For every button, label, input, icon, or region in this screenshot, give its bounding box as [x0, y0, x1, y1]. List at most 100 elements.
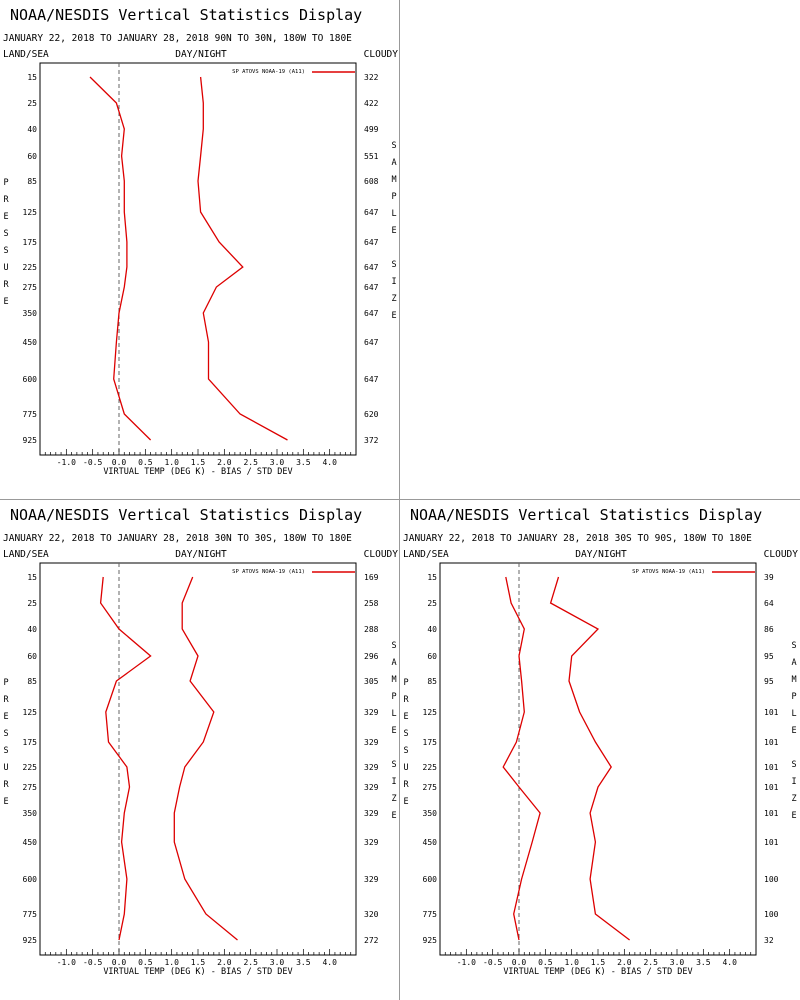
x-tick-label: 4.0 — [322, 958, 337, 967]
x-tick-label: -1.0 — [457, 958, 476, 967]
pressure-level-label: 775 — [23, 410, 38, 419]
land-sea-label: LAND/SEA — [403, 549, 449, 560]
pressure-axis-letter: S — [3, 246, 8, 256]
pressure-level-label: 775 — [423, 910, 438, 919]
x-tick-label: -0.5 — [483, 958, 502, 967]
sample-size-axis-letter: S — [791, 641, 796, 651]
sample-size-axis-letter: M — [391, 175, 396, 185]
sample-size-label: 39 — [764, 573, 774, 582]
pressure-level-label: 275 — [423, 783, 438, 792]
pressure-axis-letter: R — [3, 695, 9, 705]
pressure-level-label: 925 — [23, 936, 38, 945]
panel-title: NOAA/NESDIS Vertical Statistics Display — [410, 506, 762, 524]
sample-size-label: 101 — [764, 809, 779, 818]
pressure-level-label: 60 — [427, 652, 437, 661]
sample-size-label: 101 — [764, 783, 779, 792]
pressure-axis-letter: S — [403, 746, 408, 756]
sample-size-label: 95 — [764, 652, 774, 661]
panel-divider-vertical-top — [399, 0, 400, 30]
pressure-level-label: 350 — [23, 309, 38, 318]
x-tick-label: 0.5 — [538, 958, 553, 967]
pressure-level-label: 600 — [423, 875, 438, 884]
land-sea-label: LAND/SEA — [3, 549, 49, 560]
pressure-level-label: 925 — [423, 936, 438, 945]
sample-size-label: 620 — [364, 410, 379, 419]
pressure-axis-letter: R — [3, 280, 9, 290]
sample-size-axis-letter: I — [791, 777, 796, 787]
sample-size-axis-letter: Z — [791, 794, 796, 804]
sample-size-axis-letter: E — [391, 726, 396, 736]
sample-size-axis-letter: S — [391, 260, 396, 270]
sample-size-label: 647 — [364, 238, 379, 247]
x-tick-label: 1.5 — [591, 958, 606, 967]
sample-size-label: 329 — [364, 875, 379, 884]
sample-size-label: 322 — [364, 73, 379, 82]
pressure-level-label: 60 — [27, 652, 37, 661]
pressure-axis-letter: R — [403, 780, 409, 790]
sample-size-label: 272 — [364, 936, 379, 945]
panel-subtitle: JANUARY 22, 2018 TO JANUARY 28, 2018 30N… — [3, 533, 352, 544]
cloudy-label: CLOUDY — [764, 549, 799, 560]
sample-size-axis-letter: P — [391, 692, 396, 702]
pressure-level-label: 600 — [23, 875, 38, 884]
pressure-level-label: 25 — [27, 599, 37, 608]
pressure-level-label: 40 — [27, 625, 37, 634]
sample-size-axis-letter: I — [391, 277, 396, 287]
pressure-axis-letter: E — [3, 797, 8, 807]
cloudy-label: CLOUDY — [364, 549, 399, 560]
stat-panel-2: NOAA/NESDIS Vertical Statistics Display J… — [3, 506, 398, 977]
sample-size-axis-letter: E — [791, 811, 796, 821]
sample-size-axis-letter: L — [391, 709, 396, 719]
x-tick-label: 2.0 — [217, 958, 232, 967]
sample-size-label: 95 — [764, 677, 774, 686]
pressure-level-label: 85 — [27, 677, 37, 686]
sample-size-label: 499 — [364, 125, 379, 134]
sample-size-label: 100 — [764, 875, 779, 884]
sample-size-axis-letter: E — [791, 726, 796, 736]
sample-size-label: 647 — [364, 283, 379, 292]
pressure-axis-letter: S — [403, 729, 408, 739]
pressure-level-label: 125 — [23, 208, 38, 217]
panel-subtitle: JANUARY 22, 2018 TO JANUARY 28, 2018 30S… — [403, 533, 752, 544]
sample-size-label: 288 — [364, 625, 379, 634]
x-tick-label: 4.0 — [722, 958, 737, 967]
x-tick-label: -0.5 — [83, 958, 102, 967]
sample-size-label: 329 — [364, 838, 379, 847]
pressure-level-label: 25 — [427, 599, 437, 608]
pressure-level-label: 15 — [27, 73, 37, 82]
panel-title: NOAA/NESDIS Vertical Statistics Display — [10, 6, 362, 24]
pressure-level-label: 450 — [23, 838, 38, 847]
x-tick-label: 1.0 — [164, 458, 179, 467]
sample-size-label: 422 — [364, 99, 379, 108]
day-night-label: DAY/NIGHT — [575, 549, 627, 560]
x-tick-label: 2.5 — [243, 958, 258, 967]
pressure-level-label: 775 — [23, 910, 38, 919]
legend-label: SP ATOVS NOAA-19 (A11) — [632, 569, 705, 575]
pressure-level-label: 225 — [23, 763, 38, 772]
sample-size-label: 647 — [364, 375, 379, 384]
sample-size-axis-letter: I — [391, 777, 396, 787]
panel-subtitle: JANUARY 22, 2018 TO JANUARY 28, 2018 90N… — [3, 33, 352, 44]
pressure-level-label: 225 — [423, 763, 438, 772]
sample-size-axis-letter: P — [791, 692, 796, 702]
sample-size-label: 329 — [364, 783, 379, 792]
sample-size-label: 32 — [764, 936, 774, 945]
x-tick-label: -1.0 — [57, 458, 76, 467]
sample-size-label: 647 — [364, 309, 379, 318]
x-tick-label: 2.0 — [217, 458, 232, 467]
x-axis-label: VIRTUAL TEMP (DEG K) - BIAS / STD DEV — [103, 967, 292, 977]
pressure-level-label: 350 — [423, 809, 438, 818]
sample-size-label: 305 — [364, 677, 379, 686]
pressure-level-label: 85 — [27, 177, 37, 186]
bias-series-line — [502, 576, 541, 941]
pressure-level-label: 125 — [23, 708, 38, 717]
x-tick-label: -1.0 — [57, 958, 76, 967]
sample-size-label: 101 — [764, 838, 779, 847]
pressure-axis-letter: S — [3, 729, 8, 739]
sample-size-axis-letter: M — [391, 675, 396, 685]
day-night-label: DAY/NIGHT — [175, 49, 227, 60]
x-tick-label: 2.5 — [243, 458, 258, 467]
sample-size-axis-letter: S — [391, 641, 396, 651]
sample-size-label: 647 — [364, 263, 379, 272]
sample-size-axis-letter: E — [391, 226, 396, 236]
